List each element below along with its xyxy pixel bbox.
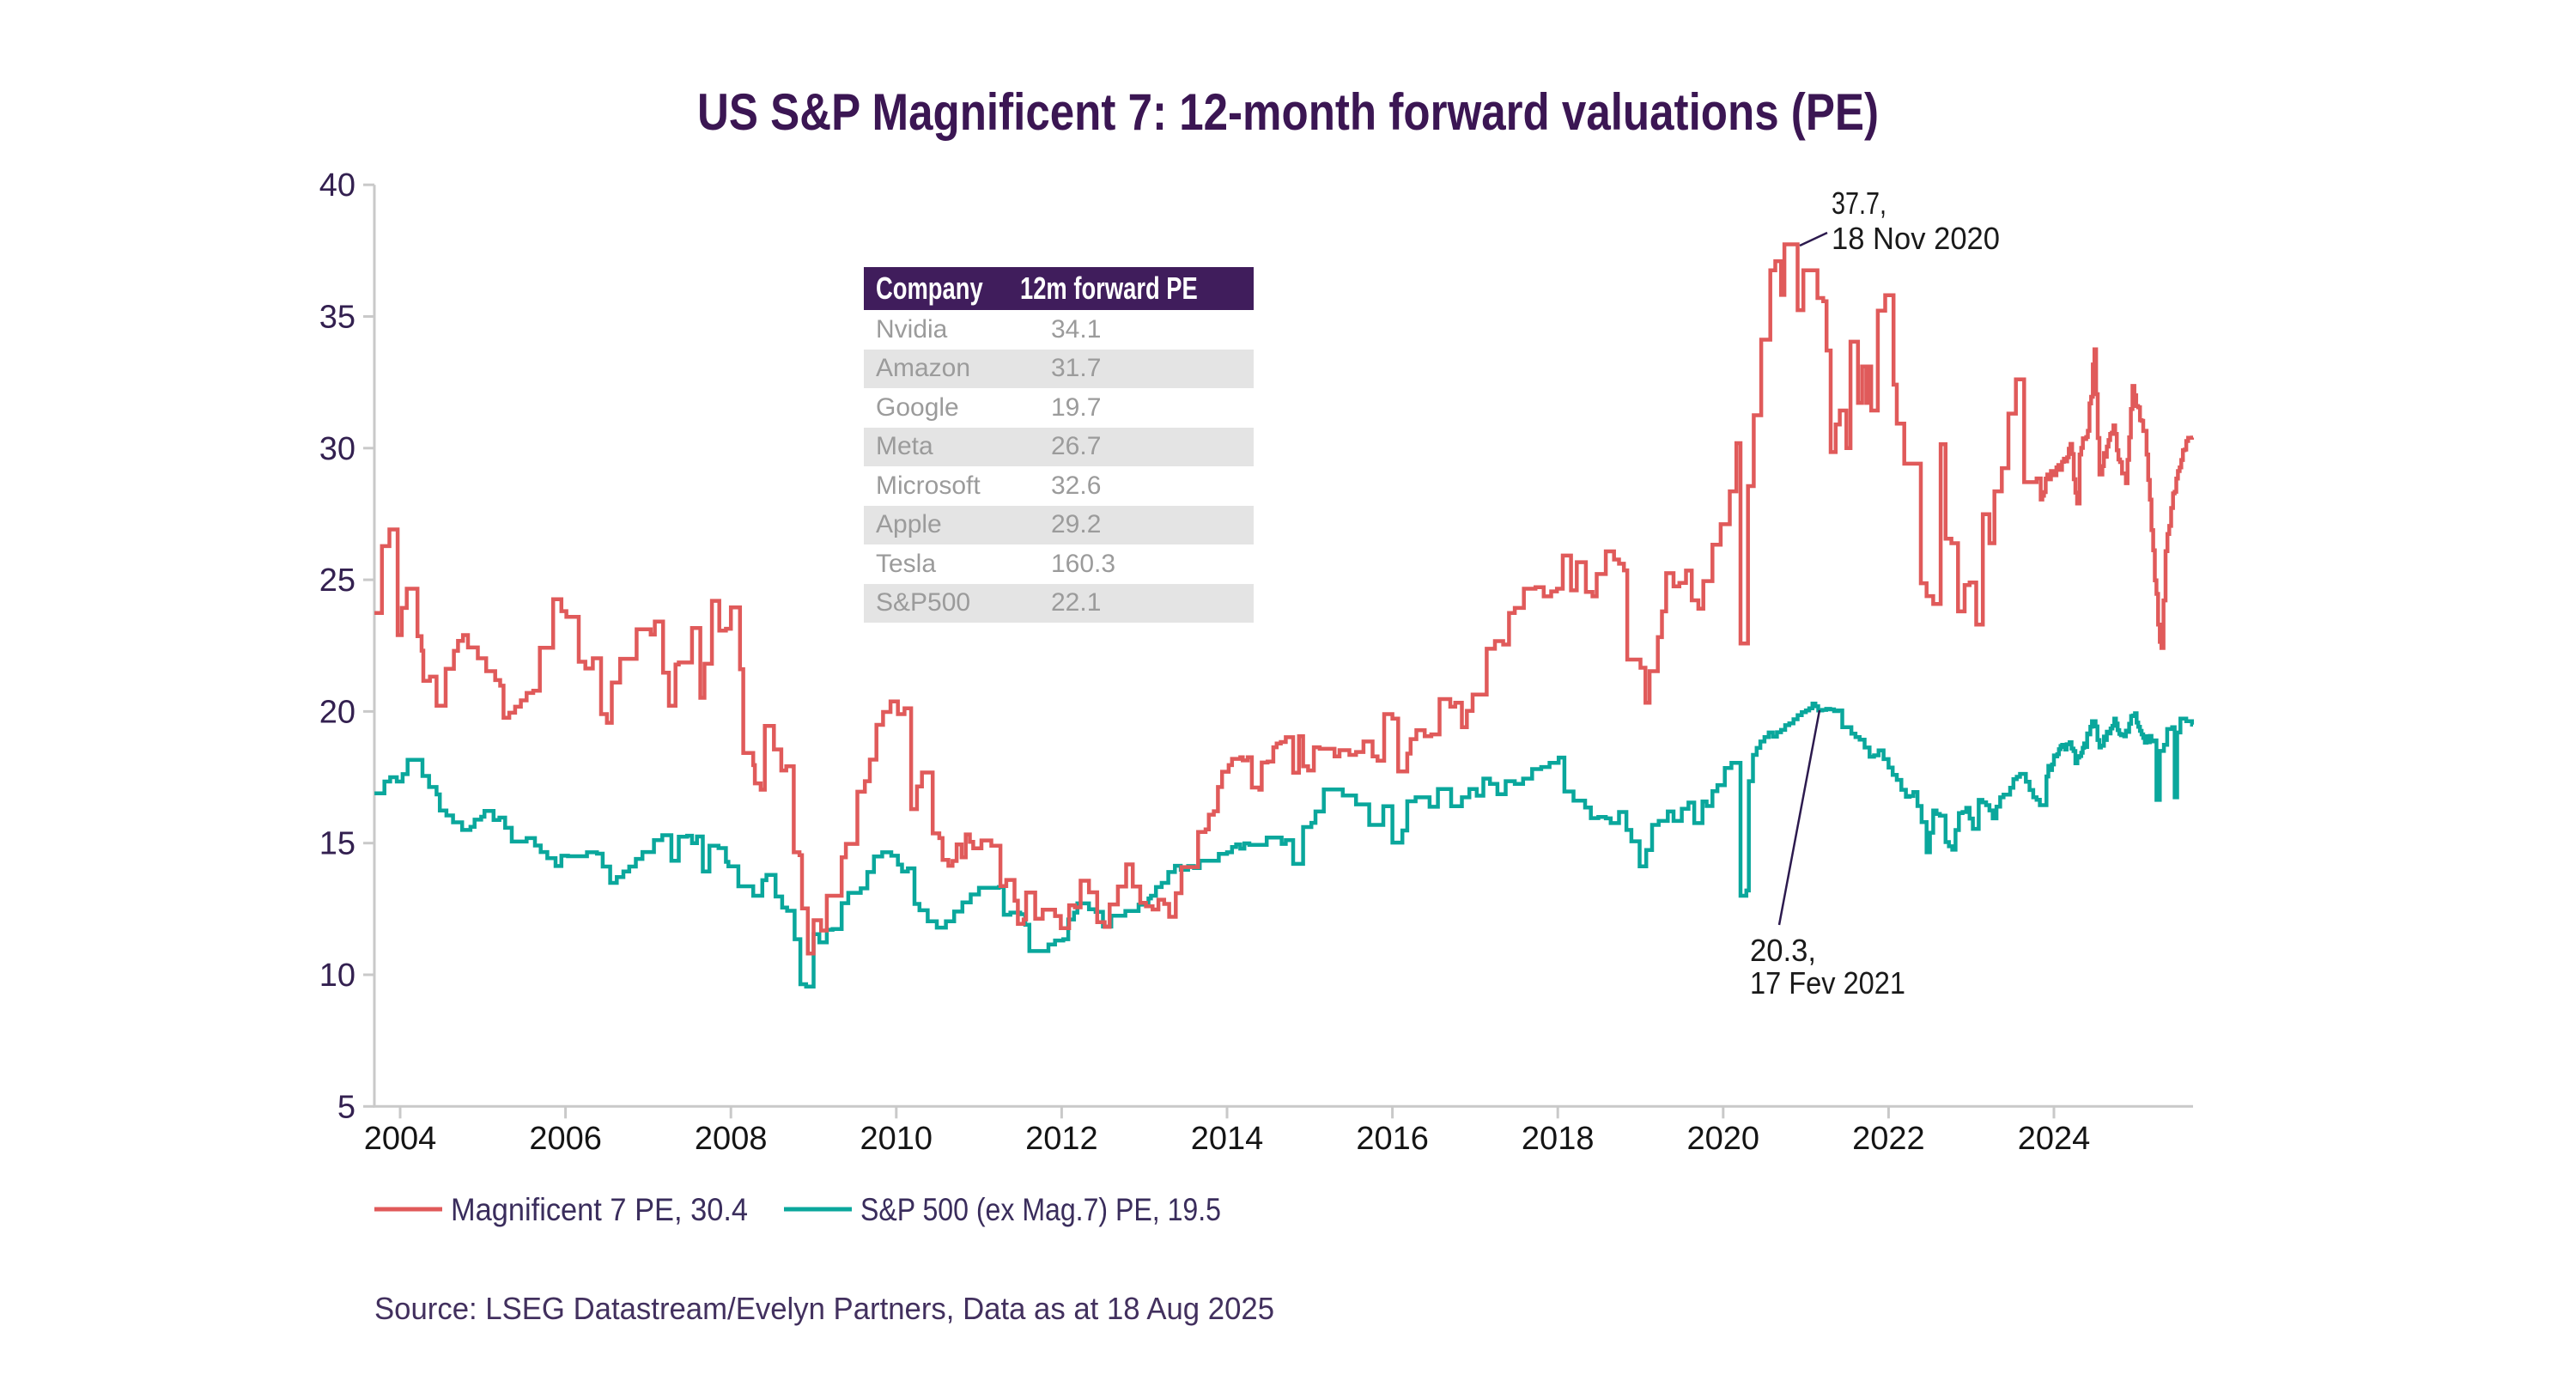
svg-text:17 Fev 2021: 17 Fev 2021 (1750, 965, 1905, 1001)
svg-text:2018: 2018 (1522, 1121, 1595, 1157)
svg-text:35: 35 (319, 300, 355, 336)
svg-text:15: 15 (319, 826, 355, 862)
svg-text:20: 20 (319, 694, 355, 730)
svg-text:10: 10 (319, 958, 355, 994)
svg-text:30: 30 (319, 431, 355, 467)
svg-text:2010: 2010 (860, 1121, 933, 1157)
svg-text:2024: 2024 (2018, 1121, 2091, 1157)
svg-text:40: 40 (319, 167, 355, 204)
svg-text:2022: 2022 (1852, 1121, 1925, 1157)
svg-text:S&P 500 (ex Mag.7) PE, 19.5: S&P 500 (ex Mag.7) PE, 19.5 (860, 1192, 1221, 1227)
svg-text:2012: 2012 (1025, 1121, 1098, 1157)
svg-text:US S&P Magnificent 7: 12-month: US S&P Magnificent 7: 12-month forward v… (697, 83, 1879, 141)
svg-text:25: 25 (319, 563, 355, 599)
svg-text:2008: 2008 (695, 1121, 768, 1157)
svg-text:18 Nov 2020: 18 Nov 2020 (1832, 221, 2000, 256)
svg-text:Magnificent 7 PE, 30.4: Magnificent 7 PE, 30.4 (451, 1192, 748, 1227)
svg-text:2016: 2016 (1356, 1121, 1429, 1157)
svg-text:2004: 2004 (364, 1121, 437, 1157)
svg-text:2020: 2020 (1687, 1121, 1760, 1157)
svg-text:Source: LSEG Datastream/Evelyn: Source: LSEG Datastream/Evelyn Partners,… (374, 1291, 1274, 1326)
svg-text:37.7,: 37.7, (1832, 186, 1886, 221)
svg-text:5: 5 (337, 1089, 355, 1125)
svg-text:2006: 2006 (529, 1121, 602, 1157)
svg-text:2014: 2014 (1191, 1121, 1264, 1157)
svg-text:20.3,: 20.3, (1750, 933, 1816, 968)
